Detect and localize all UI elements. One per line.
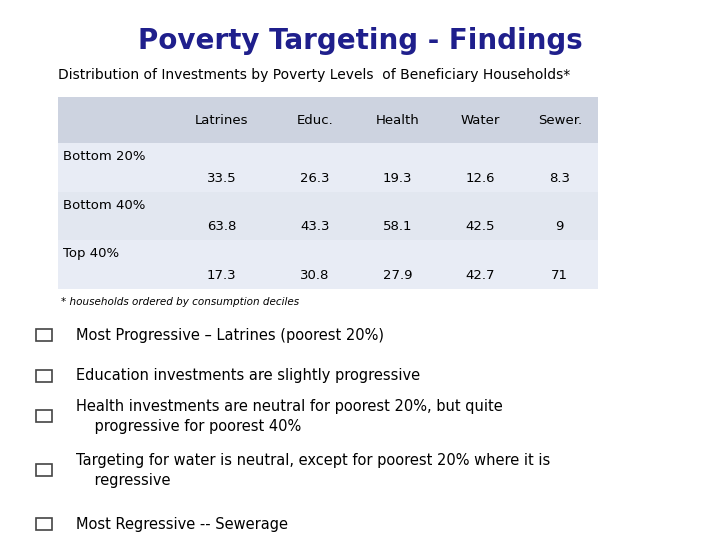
Text: 42.7: 42.7 [466, 269, 495, 282]
FancyBboxPatch shape [36, 410, 52, 422]
FancyBboxPatch shape [36, 370, 52, 382]
FancyBboxPatch shape [356, 192, 439, 240]
Text: 30.8: 30.8 [300, 269, 330, 282]
FancyBboxPatch shape [522, 97, 598, 143]
FancyBboxPatch shape [36, 518, 52, 530]
FancyBboxPatch shape [439, 192, 522, 240]
FancyBboxPatch shape [274, 240, 356, 289]
FancyBboxPatch shape [356, 97, 439, 143]
FancyBboxPatch shape [36, 464, 52, 476]
FancyBboxPatch shape [522, 143, 598, 192]
FancyBboxPatch shape [58, 97, 169, 143]
FancyBboxPatch shape [169, 240, 274, 289]
Text: Distribution of Investments by Poverty Levels  of Beneficiary Households*: Distribution of Investments by Poverty L… [58, 68, 570, 82]
FancyBboxPatch shape [274, 192, 356, 240]
Text: 12.6: 12.6 [466, 172, 495, 185]
FancyBboxPatch shape [274, 143, 356, 192]
Text: 58.1: 58.1 [383, 220, 413, 233]
Text: Top 40%: Top 40% [63, 247, 120, 260]
Text: 43.3: 43.3 [300, 220, 330, 233]
Text: Poverty Targeting - Findings: Poverty Targeting - Findings [138, 27, 582, 55]
Text: 42.5: 42.5 [466, 220, 495, 233]
FancyBboxPatch shape [439, 143, 522, 192]
FancyBboxPatch shape [169, 143, 274, 192]
FancyBboxPatch shape [58, 192, 169, 240]
FancyBboxPatch shape [356, 143, 439, 192]
Text: 9: 9 [556, 220, 564, 233]
FancyBboxPatch shape [36, 329, 52, 341]
Text: 27.9: 27.9 [383, 269, 413, 282]
Text: Health: Health [376, 113, 420, 127]
Text: Bottom 40%: Bottom 40% [63, 199, 145, 212]
FancyBboxPatch shape [169, 192, 274, 240]
Text: Water: Water [461, 113, 500, 127]
Text: 26.3: 26.3 [300, 172, 330, 185]
Text: Sewer.: Sewer. [538, 113, 582, 127]
FancyBboxPatch shape [356, 240, 439, 289]
Text: Latrines: Latrines [194, 113, 248, 127]
Text: 19.3: 19.3 [383, 172, 413, 185]
Text: 71: 71 [552, 269, 568, 282]
Text: Health investments are neutral for poorest 20%, but quite
    progressive for po: Health investments are neutral for poore… [76, 399, 503, 434]
FancyBboxPatch shape [522, 192, 598, 240]
Text: Bottom 20%: Bottom 20% [63, 150, 146, 163]
Text: Most Progressive – Latrines (poorest 20%): Most Progressive – Latrines (poorest 20%… [76, 328, 384, 343]
Text: * households ordered by consumption deciles: * households ordered by consumption deci… [61, 297, 300, 307]
FancyBboxPatch shape [58, 143, 169, 192]
Text: 33.5: 33.5 [207, 172, 236, 185]
FancyBboxPatch shape [439, 240, 522, 289]
Text: Most Regressive -- Sewerage: Most Regressive -- Sewerage [76, 517, 287, 532]
Text: Educ.: Educ. [297, 113, 333, 127]
Text: Education investments are slightly progressive: Education investments are slightly progr… [76, 368, 420, 383]
FancyBboxPatch shape [169, 97, 274, 143]
FancyBboxPatch shape [274, 97, 356, 143]
FancyBboxPatch shape [522, 240, 598, 289]
Text: 8.3: 8.3 [549, 172, 570, 185]
FancyBboxPatch shape [439, 97, 522, 143]
Text: 17.3: 17.3 [207, 269, 236, 282]
Text: 63.8: 63.8 [207, 220, 236, 233]
Text: Targeting for water is neutral, except for poorest 20% where it is
    regressiv: Targeting for water is neutral, except f… [76, 453, 550, 488]
FancyBboxPatch shape [58, 240, 169, 289]
